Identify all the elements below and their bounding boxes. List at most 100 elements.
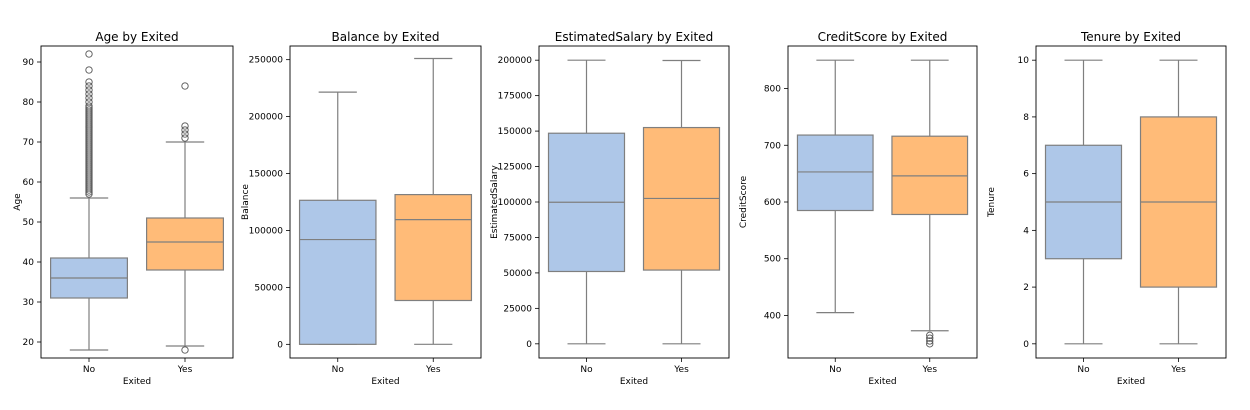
y-tick-label: 90: [23, 58, 35, 68]
x-axis-label: Exited: [123, 377, 151, 387]
y-tick-label: 800: [764, 85, 781, 95]
plot-title: EstimatedSalary by Exited: [555, 30, 713, 44]
box-no: [796, 59, 874, 314]
subplot-3: EstimatedSalary by Exited 0 25000 50000 7500…: [490, 30, 730, 387]
y-tick-label: 125000: [498, 163, 533, 173]
y-tick-label: 75000: [503, 233, 532, 243]
outlier-point: [85, 86, 93, 94]
outlier-point: [85, 82, 93, 90]
box-yes: [642, 59, 721, 345]
box-yes: [891, 59, 969, 348]
y-tick-label: 40: [23, 258, 35, 268]
x-tick-label: Yes: [673, 365, 689, 375]
y-tick-label: 100000: [498, 198, 533, 208]
outlier-point: [181, 346, 189, 354]
y-tick-label: 0: [526, 340, 532, 350]
box-yes: [1139, 59, 1218, 345]
plot-title: Tenure by Exited: [1080, 30, 1181, 44]
outlier-point: [85, 50, 93, 58]
outlier-point: [926, 340, 934, 348]
y-tick-label: 70: [23, 138, 35, 148]
y-tick-label: 150000: [249, 170, 284, 180]
x-axis-label: Exited: [1117, 377, 1145, 387]
box-no: [49, 50, 129, 351]
plot-title: CreditScore by Exited: [818, 30, 948, 44]
x-tick-label: Yes: [177, 365, 193, 375]
y-axis-label: Tenure: [987, 187, 997, 218]
y-tick-label: 8: [1023, 113, 1029, 123]
plot-frame: [787, 45, 978, 359]
plot-frame: [1035, 45, 1227, 359]
outlier-point: [85, 90, 93, 98]
y-tick-label: 50: [23, 218, 35, 228]
outlier-point: [181, 134, 189, 142]
y-tick-label: 10: [1018, 56, 1030, 66]
plot-title: Age by Exited: [95, 30, 178, 44]
x-axis-label: Exited: [620, 377, 648, 387]
y-tick-label: 30: [23, 298, 35, 308]
y-tick-label: 4: [1023, 226, 1029, 236]
subplot-1: Age by Exited 20 30 40 50 60 70 80 90 No Yes Exited…: [13, 30, 234, 387]
y-axis-label: CreditScore: [739, 175, 749, 228]
y-tick-label: 250000: [249, 56, 284, 66]
outlier-point: [181, 126, 189, 134]
y-tick-label: 60: [23, 178, 35, 188]
box-yes: [394, 57, 473, 345]
outlier-point: [181, 122, 189, 130]
y-axis-label: Balance: [241, 184, 251, 220]
plot-frame: [538, 45, 730, 359]
y-tick-label: 0: [1023, 340, 1029, 350]
x-tick-label: No: [332, 365, 345, 375]
x-tick-label: Yes: [425, 365, 441, 375]
plot-frame: [289, 45, 482, 359]
box-no: [1044, 59, 1123, 345]
subplot-5: Tenure by Exited 0 2 4 6 8 10 No Yes Exited Tenure: [987, 30, 1227, 387]
x-axis-label: Exited: [868, 377, 896, 387]
x-tick-label: No: [829, 365, 842, 375]
y-tick-label: 700: [764, 141, 781, 151]
outlier-point: [85, 102, 93, 110]
y-tick-label: 6: [1023, 170, 1029, 180]
x-axis-label: Exited: [371, 377, 399, 387]
y-axis-label: Age: [13, 193, 23, 211]
subplot-2: Balance by Exited 0 50000 100000 150000 20000…: [241, 30, 482, 387]
outlier-point: [181, 130, 189, 138]
y-tick-label: 500: [764, 255, 781, 265]
outlier-point: [85, 106, 93, 114]
y-tick-label: 20: [23, 338, 35, 348]
y-tick-label: 80: [23, 98, 35, 108]
subplot-4: CreditScore by Exited 400 500 600 700 800 No Ye…: [739, 30, 978, 387]
x-tick-label: No: [1077, 365, 1090, 375]
y-tick-label: 400: [764, 311, 781, 321]
box-yes: [146, 82, 225, 354]
iqr-box: [394, 193, 473, 302]
y-tick-label: 0: [277, 340, 283, 350]
y-tick-label: 600: [764, 198, 781, 208]
outlier-point: [181, 82, 189, 90]
outlier-point: [926, 337, 934, 345]
x-tick-label: No: [83, 365, 96, 375]
y-tick-label: 100000: [249, 226, 284, 236]
outlier-point: [926, 334, 934, 342]
y-tick-label: 25000: [503, 304, 532, 314]
outlier-point: [85, 78, 93, 86]
y-tick-label: 200000: [249, 113, 284, 123]
y-tick-label: 2: [1023, 283, 1029, 293]
x-tick-label: Yes: [1170, 365, 1186, 375]
plot-title: Balance by Exited: [332, 30, 440, 44]
iqr-box: [796, 134, 874, 212]
outlier-point: [926, 331, 934, 339]
outlier-point: [85, 66, 93, 74]
iqr-box: [298, 199, 377, 345]
y-tick-label: 50000: [503, 269, 532, 279]
y-tick-label: 50000: [254, 283, 283, 293]
y-tick-label: 175000: [498, 92, 533, 102]
x-tick-label: No: [580, 365, 593, 375]
box-no: [298, 91, 377, 345]
y-axis-label: EstimatedSalary: [490, 164, 500, 238]
outlier-point: [85, 94, 93, 102]
iqr-box: [146, 217, 225, 271]
y-tick-label: 200000: [498, 56, 533, 66]
box-no: [547, 59, 626, 345]
